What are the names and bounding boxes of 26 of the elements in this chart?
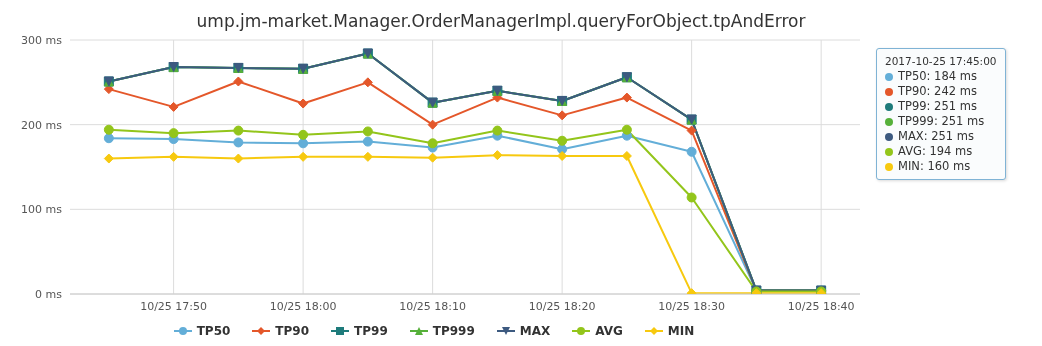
legend-label: MAX (518, 324, 551, 338)
x-tick-label: 10/25 18:00 (269, 299, 337, 313)
text: TP99: 251 ms (898, 99, 977, 114)
legend-label: TP50 (195, 324, 231, 338)
x-tick-label: 10/25 17:50 (140, 299, 208, 313)
legend-label: TP99 (353, 324, 388, 338)
text: TP999: 251 ms (898, 114, 985, 129)
text: TP90: 242 ms (898, 84, 977, 99)
legend-label: AVG (594, 324, 623, 338)
y-tick-label: 300 ms (21, 33, 63, 47)
y-tick-label: 200 ms (21, 118, 63, 132)
legend-label: TP90 (274, 324, 310, 338)
text: TP50: 184 ms (898, 69, 977, 84)
x-tick-label: 10/25 18:30 (658, 299, 726, 313)
x-tick-label: 10/25 18:10 (399, 299, 467, 313)
text: MAX: 251 ms (898, 129, 974, 144)
x-tick-label: 10/25 18:40 (787, 299, 855, 313)
text: MIN: 160 ms (898, 159, 971, 174)
legend-label: TP999 (431, 324, 475, 338)
y-tick-label: 0 ms (35, 287, 63, 301)
chart-title: ump.jm-market.Manager.OrderManagerImpl.queryForObject.tpAndError (195, 10, 807, 33)
legend-label: MIN (666, 324, 695, 338)
text: 2017-10-25 17:45:00 (885, 54, 997, 69)
text: AVG: 194 ms (898, 144, 973, 159)
x-tick-label: 10/25 18:20 (528, 299, 596, 313)
y-tick-label: 100 ms (21, 203, 63, 217)
